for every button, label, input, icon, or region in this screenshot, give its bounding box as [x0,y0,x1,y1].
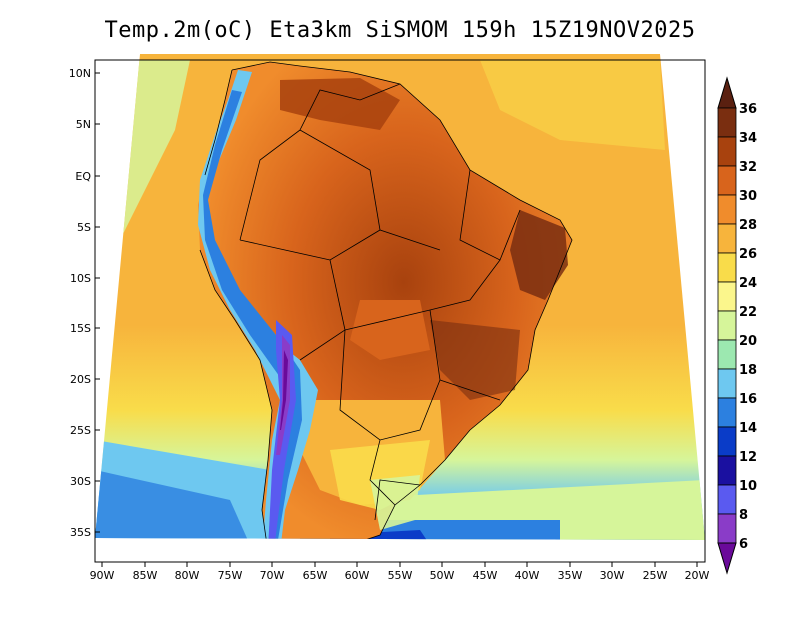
temperature-field [95,54,705,540]
colorbar-swatch [717,281,737,312]
latitude-axis: 10N 5N EQ 5S 10S 15S 20S 25S 30S 35S [69,67,100,539]
lon-label: 40W [515,569,540,582]
political-borders [199,61,573,540]
colorbar-label: 10 [739,479,757,494]
colorbar: 36 34 32 30 28 26 24 22 20 18 16 14 12 10 8 6 [717,76,757,575]
colorbar-label: 16 [739,392,757,407]
colorbar-swatch [717,397,737,428]
colorbar-top-arrow [717,76,737,109]
longitude-axis: 90W 85W 80W 75W 70W 65W 60W 55W 50W 45W … [90,562,710,582]
colorbar-swatch [717,107,737,138]
map-title: Temp.2m(oC) Eta3km SiSMOM 159h 15Z19NOV2… [104,18,696,43]
lat-label: 15S [70,322,91,335]
lat-label: EQ [75,170,91,183]
colorbar-label: 22 [739,305,757,320]
lat-label: 10N [69,67,91,80]
colorbar-label: 14 [739,421,757,436]
colorbar-swatch [717,223,737,254]
lon-label: 35W [558,569,583,582]
lat-label: 10S [70,272,91,285]
colorbar-swatch [717,484,737,515]
colorbar-label: 32 [739,160,757,175]
colorbar-label: 20 [739,334,757,349]
colorbar-swatch [717,455,737,486]
colorbar-label: 36 [739,102,757,117]
colorbar-label: 6 [739,537,748,552]
colorbar-swatch [717,194,737,225]
colorbar-swatch [717,513,737,544]
lon-label: 25W [643,569,668,582]
colorbar-label: 8 [739,508,748,523]
colorbar-label: 18 [739,363,757,378]
colorbar-label: 34 [739,131,757,146]
map-frame [94,59,706,563]
colorbar-label: 12 [739,450,757,465]
lon-label: 20W [685,569,710,582]
colorbar-bottom-arrow [717,542,737,575]
lat-label: 5N [76,118,91,131]
lat-label: 35S [70,526,91,539]
lon-label: 80W [175,569,200,582]
colorbar-swatch [717,368,737,399]
lon-label: 30W [600,569,625,582]
lat-label: 25S [70,424,91,437]
colorbar-swatch [717,339,737,370]
colorbar-swatch [717,136,737,167]
lon-label: 85W [133,569,158,582]
colorbar-label: 24 [739,276,757,291]
colorbar-label: 26 [739,247,757,262]
lat-label: 20S [70,373,91,386]
colorbar-swatch [717,165,737,196]
colorbar-swatch [717,310,737,341]
colorbar-label: 28 [739,218,757,233]
lon-label: 90W [90,569,115,582]
lon-label: 50W [430,569,455,582]
lon-label: 55W [388,569,413,582]
colorbar-label: 30 [739,189,757,204]
lat-label: 5S [77,221,91,234]
colorbar-swatch [717,426,737,457]
lon-label: 70W [260,569,285,582]
lon-label: 65W [303,569,328,582]
lon-label: 60W [345,569,370,582]
colorbar-swatch [717,252,737,283]
lon-label: 75W [218,569,243,582]
lon-label: 45W [473,569,498,582]
lat-label: 30S [70,475,91,488]
